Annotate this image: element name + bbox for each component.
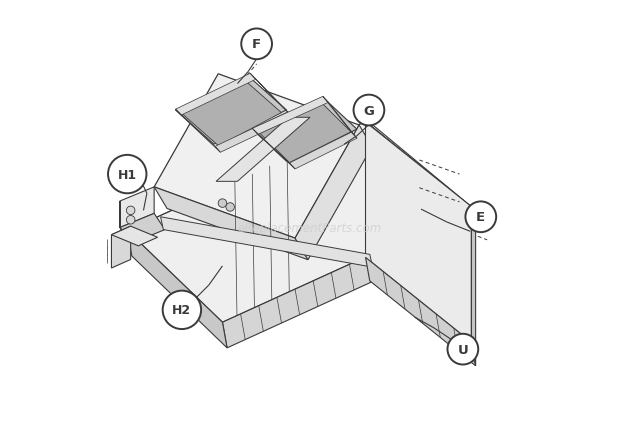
Polygon shape: [127, 122, 470, 322]
Text: H2: H2: [172, 304, 192, 317]
Circle shape: [241, 29, 272, 60]
Polygon shape: [175, 77, 286, 145]
Polygon shape: [112, 227, 131, 268]
Polygon shape: [215, 112, 293, 153]
Circle shape: [466, 202, 496, 233]
Polygon shape: [290, 133, 357, 170]
Polygon shape: [366, 123, 471, 343]
Circle shape: [126, 216, 135, 225]
Polygon shape: [295, 126, 372, 260]
Polygon shape: [120, 201, 131, 244]
Text: F: F: [252, 38, 261, 51]
Polygon shape: [258, 101, 351, 163]
Polygon shape: [223, 256, 372, 348]
Circle shape: [353, 95, 384, 126]
Polygon shape: [216, 118, 310, 182]
Polygon shape: [127, 231, 227, 348]
Circle shape: [218, 199, 227, 208]
Polygon shape: [154, 187, 308, 260]
Text: U: U: [458, 343, 468, 356]
Polygon shape: [323, 97, 357, 139]
Polygon shape: [250, 74, 293, 118]
Polygon shape: [471, 207, 476, 366]
Text: eReplacementParts.com: eReplacementParts.com: [238, 222, 382, 234]
Circle shape: [108, 155, 146, 194]
Polygon shape: [182, 81, 281, 147]
Polygon shape: [252, 129, 295, 170]
Text: H1: H1: [118, 168, 137, 181]
Circle shape: [162, 291, 201, 329]
Circle shape: [448, 334, 478, 365]
Polygon shape: [120, 187, 154, 228]
Polygon shape: [154, 75, 359, 239]
Polygon shape: [175, 74, 256, 116]
Circle shape: [226, 203, 234, 212]
Polygon shape: [120, 214, 165, 244]
Polygon shape: [252, 97, 329, 135]
Polygon shape: [252, 98, 357, 162]
Text: E: E: [476, 211, 485, 224]
Polygon shape: [161, 217, 373, 268]
Polygon shape: [128, 121, 470, 322]
Text: G: G: [363, 104, 374, 117]
Circle shape: [126, 207, 135, 215]
Polygon shape: [112, 227, 157, 246]
Polygon shape: [366, 122, 475, 232]
Polygon shape: [366, 258, 476, 366]
Polygon shape: [175, 110, 220, 153]
